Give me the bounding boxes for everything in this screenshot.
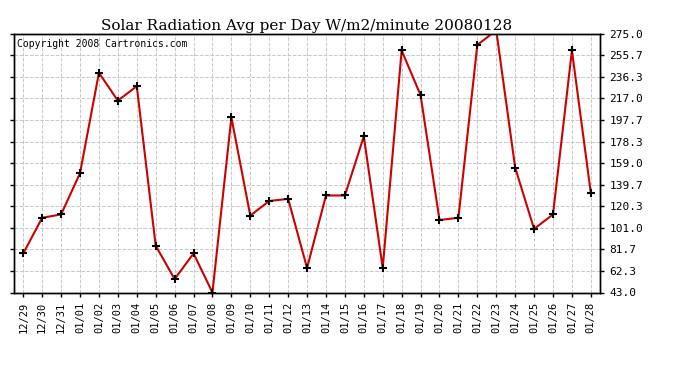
Title: Solar Radiation Avg per Day W/m2/minute 20080128: Solar Radiation Avg per Day W/m2/minute … [101,19,513,33]
Text: Copyright 2008 Cartronics.com: Copyright 2008 Cartronics.com [17,39,187,49]
